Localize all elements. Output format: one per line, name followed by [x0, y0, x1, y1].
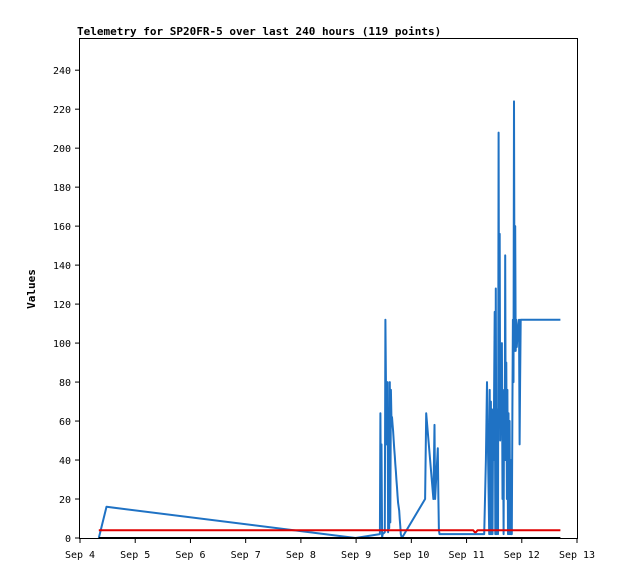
- x-tick-label: Sep 12: [504, 550, 540, 561]
- y-tick-label: 160: [53, 222, 71, 233]
- y-tick-label: 180: [53, 183, 71, 194]
- x-tick-label: Sep 4: [65, 550, 95, 561]
- y-axis-ticks: 0 20 40 60 80 100 120 140 160 180 200 220 240: [53, 66, 80, 545]
- x-tick-label: Sep 6: [175, 550, 205, 561]
- series-line-1: [98, 529, 561, 534]
- y-tick-label: 40: [59, 456, 71, 467]
- y-tick-label: 200: [53, 144, 71, 155]
- y-axis-label: Values: [25, 269, 38, 309]
- x-tick-label: Sep 5: [120, 550, 150, 561]
- x-tick-label: Sep 9: [341, 550, 371, 561]
- series-line-0: [97, 100, 561, 539]
- y-tick-label: 100: [53, 339, 71, 350]
- chart-title: Telemetry for SP20FR-5 over last 240 hou…: [77, 25, 441, 38]
- y-tick-label: 220: [53, 105, 71, 116]
- x-tick-label: Sep 8: [286, 550, 316, 561]
- x-tick-label: Sep 7: [231, 550, 261, 561]
- y-tick-label: 140: [53, 261, 71, 272]
- y-tick-label: 60: [59, 417, 71, 428]
- x-tick-label: Sep 10: [393, 550, 429, 561]
- y-tick-label: 20: [59, 495, 71, 506]
- x-tick-label: Sep 13: [559, 550, 595, 561]
- x-axis-ticks: Sep 4 Sep 5 Sep 6 Sep 7 Sep 8 Sep 9 Sep 10 Sep …: [65, 538, 595, 561]
- x-tick-label: Sep 11: [448, 550, 484, 561]
- y-tick-label: 240: [53, 66, 71, 77]
- y-tick-label: 80: [59, 378, 71, 389]
- series-layer: [97, 100, 561, 539]
- y-tick-label: 120: [53, 300, 71, 311]
- y-tick-label: 0: [65, 534, 71, 545]
